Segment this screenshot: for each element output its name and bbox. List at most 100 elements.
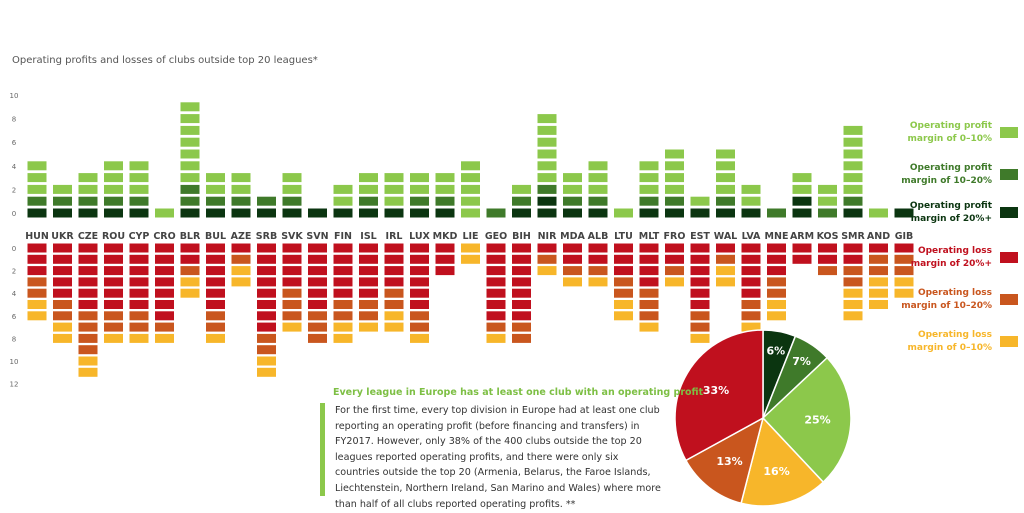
block: [843, 300, 863, 309]
x-tick-label: BIH: [512, 231, 531, 242]
bar-segment: [78, 243, 98, 309]
block: [27, 243, 47, 253]
block: [690, 322, 710, 332]
bar-segment: [206, 208, 225, 218]
bar-segment: [53, 322, 72, 343]
x-tick-label: ALB: [588, 231, 609, 242]
block: [869, 208, 888, 218]
block: [716, 277, 735, 287]
block: [614, 300, 633, 309]
block: [665, 184, 684, 194]
bar-segment: [359, 196, 378, 206]
block: [843, 173, 863, 183]
block: [894, 243, 914, 253]
x-tick-label: ISL: [360, 231, 376, 242]
block: [690, 196, 710, 206]
block: [486, 300, 506, 309]
block: [333, 311, 353, 321]
block: [716, 184, 735, 194]
bar-segment: [716, 196, 735, 206]
block: [537, 149, 557, 159]
block: [639, 288, 659, 298]
block: [537, 208, 557, 218]
block: [180, 114, 200, 124]
bar-segment: [716, 254, 735, 264]
bar-segment: [741, 208, 761, 218]
bar-segment: [869, 208, 888, 218]
legend-label: Operating profit margin of 20%+: [909, 201, 992, 224]
block: [767, 208, 786, 218]
block: [588, 254, 608, 264]
bar-segment: [231, 208, 251, 218]
block: [767, 266, 786, 276]
block: [359, 266, 378, 276]
block: [53, 184, 72, 194]
block: [129, 243, 149, 253]
block: [461, 254, 480, 264]
block: [639, 277, 659, 287]
block: [818, 243, 837, 253]
block: [894, 277, 914, 287]
block: [741, 243, 761, 253]
block: [410, 254, 429, 264]
legend-label: Operating loss margin of 20%+: [910, 246, 992, 269]
block: [512, 254, 531, 264]
x-tick-label: MDA: [560, 231, 585, 242]
block: [129, 333, 149, 343]
block: [690, 208, 710, 218]
bar-segment: [588, 196, 608, 206]
block: [257, 243, 276, 253]
bar-segment: [818, 266, 837, 276]
block: [257, 322, 276, 332]
block: [410, 277, 429, 287]
bar-segment: [410, 243, 429, 309]
block: [282, 300, 302, 309]
block: [78, 277, 98, 287]
bar-segment: [690, 333, 710, 343]
block: [512, 311, 531, 321]
block: [690, 254, 710, 264]
x-tick-label: AZE: [231, 231, 252, 242]
block: [359, 288, 378, 298]
block: [333, 254, 353, 264]
bar-segment: [614, 208, 633, 218]
block: [563, 196, 582, 206]
x-tick-label: ROU: [102, 231, 125, 242]
block: [614, 208, 633, 218]
x-tick-label: GIB: [895, 231, 914, 242]
bar-segment: [843, 288, 863, 321]
block: [231, 208, 251, 218]
block: [78, 356, 98, 366]
bar-segment: [180, 266, 200, 276]
block: [129, 184, 149, 194]
block: [384, 243, 404, 253]
y-tick-label: 2: [12, 186, 16, 194]
block: [843, 184, 863, 194]
bar-segment: [716, 149, 735, 194]
block: [129, 277, 149, 287]
x-tick-label: FRO: [664, 231, 686, 242]
x-tick-label: WAL: [714, 231, 737, 242]
block: [206, 173, 225, 183]
bar-segment: [129, 333, 149, 343]
block: [461, 196, 480, 206]
block: [129, 322, 149, 332]
block: [359, 208, 378, 218]
block: [78, 173, 98, 183]
block: [155, 243, 174, 253]
block: [512, 184, 531, 194]
bar-segment: [563, 266, 582, 276]
block: [359, 254, 378, 264]
block: [537, 161, 557, 171]
block: [894, 254, 914, 264]
block: [384, 254, 404, 264]
data-label: 7%: [792, 355, 811, 368]
block: [486, 208, 506, 218]
block: [767, 288, 786, 298]
bar-segment: [104, 161, 123, 194]
block: [410, 322, 429, 332]
bar-segment: [767, 300, 786, 321]
block: [512, 300, 531, 309]
legend-swatch: [1000, 127, 1018, 138]
bar-segment: [512, 208, 531, 218]
